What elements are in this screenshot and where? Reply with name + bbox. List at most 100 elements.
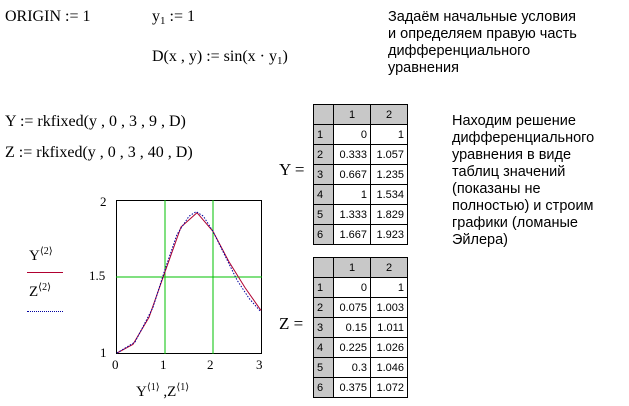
matrix-col-header: 1	[333, 104, 371, 125]
comment-line: дифференциального	[452, 130, 595, 146]
matrix-row: 5 1.333 1.829	[313, 204, 408, 225]
legend-series1-line	[27, 272, 63, 273]
matrix-cell[interactable]: 0.375	[333, 377, 371, 398]
matrix-cell[interactable]: 1.667	[333, 224, 371, 245]
matrix-cell[interactable]: 1.057	[370, 144, 408, 165]
matrix-y-label: Y =	[279, 160, 305, 179]
matrix-cell[interactable]: 1.026	[370, 337, 408, 358]
matrix-col-header: 2	[370, 257, 408, 278]
y-tick-label: 1.5	[89, 268, 106, 283]
matrix-row: 5 0.3 1.046	[313, 357, 408, 378]
matrix-col-header: 1	[333, 257, 371, 278]
matrix-row: 4 0.225 1.026	[313, 337, 408, 358]
matrix-header-row: 1 2	[313, 104, 408, 125]
d-lhs: D(x , y) := sin(x · y	[152, 48, 278, 65]
origin-definition[interactable]: ORIGIN := 1	[5, 8, 91, 25]
comment-line: и определяем правую часть	[388, 26, 577, 42]
d-subscript: 1	[277, 55, 283, 67]
matrix-cell[interactable]: 1.333	[333, 204, 371, 225]
matrix-cell[interactable]: 0.075	[333, 297, 371, 318]
matrix-cell[interactable]: 1.235	[370, 164, 408, 185]
matrix-corner	[313, 104, 334, 125]
y-tick-label: 2	[100, 194, 107, 209]
matrix-cell[interactable]: 0.15	[333, 317, 371, 338]
x-axis-label: Y⟨1⟩ ,Z⟨1⟩	[136, 382, 189, 401]
matrix-cell[interactable]: 0	[333, 124, 371, 145]
xy-plot[interactable]	[116, 200, 262, 354]
plot-grid	[116, 200, 262, 354]
matrix-cell[interactable]: 1.046	[370, 357, 408, 378]
comment-line: полностью) и строим	[452, 198, 594, 214]
matrix-col-header: 2	[370, 104, 408, 125]
matrix-row: 2 0.333 1.057	[313, 144, 408, 165]
matrix-row: 4 1 1.534	[313, 184, 408, 205]
matrix-cell[interactable]: 1	[370, 124, 408, 145]
matrix-corner	[313, 257, 334, 278]
matrix-row: 2 0.075 1.003	[313, 297, 408, 318]
d-end: )	[282, 48, 288, 65]
y1-definition[interactable]: y1 := 1	[152, 8, 195, 27]
comment-line: Эйлера)	[452, 232, 509, 248]
matrix-row-header: 5	[313, 357, 334, 378]
x-tick-label: 0	[112, 357, 119, 372]
comment-line: уравнения в виде	[452, 147, 572, 163]
x-tick-label: 2	[207, 357, 214, 372]
matrix-row: 3 0.667 1.235	[313, 164, 408, 185]
x-tick-label: 1	[160, 357, 167, 372]
matrix-cell[interactable]: 1.534	[370, 184, 408, 205]
matrix-row-header: 3	[313, 317, 334, 338]
matrix-z-label: Z =	[279, 314, 304, 333]
z-rkfixed-definition[interactable]: Z := rkfixed(y , 0 , 3 , 40 , D)	[5, 144, 193, 161]
x-axis-label-y: Y	[136, 384, 147, 400]
matrix-cell[interactable]: 1.003	[370, 297, 408, 318]
legend-series1-sup: ⟨2⟩	[39, 246, 53, 257]
x-tick-label: 3	[256, 357, 263, 372]
y1-subscript: 1	[160, 15, 166, 27]
matrix-row-header: 2	[313, 297, 334, 318]
y-rkfixed-definition[interactable]: Y := rkfixed(y , 0 , 3 , 9 , D)	[5, 113, 186, 130]
d-function-definition[interactable]: D(x , y) := sin(x · y1)	[152, 48, 288, 67]
matrix-cell[interactable]: 0	[333, 277, 371, 298]
matrix-header-row: 1 2	[313, 257, 408, 278]
matrix-row-header: 3	[313, 164, 334, 185]
series-line-z	[116, 211, 262, 354]
comment-initial-conditions[interactable]: Задаём начальные условия и определяем пр…	[388, 9, 577, 77]
matrix-row-header: 1	[313, 277, 334, 298]
matrix-row-header: 4	[313, 184, 334, 205]
matrix-row-header: 4	[313, 337, 334, 358]
matrix-cell[interactable]: 1	[370, 277, 408, 298]
x-axis-label-z-sup: ⟨1⟩	[176, 382, 190, 393]
comment-solution[interactable]: Находим решение дифференциального уравне…	[452, 113, 594, 249]
matrix-row: 6 1.667 1.923	[313, 224, 408, 245]
matrix-cell[interactable]: 0.225	[333, 337, 371, 358]
matrix-cell[interactable]: 1.923	[370, 224, 408, 245]
matrix-row-header: 5	[313, 204, 334, 225]
matrix-cell[interactable]: 0.667	[333, 164, 371, 185]
comment-line: уравнения	[388, 60, 459, 76]
legend-series2-line	[27, 311, 63, 312]
comment-line: таблиц значений	[452, 164, 566, 180]
matrix-row-header: 6	[313, 377, 334, 398]
plot-series	[116, 211, 262, 354]
y-tick-label: 1	[100, 345, 107, 360]
matrix-cell[interactable]: 1.011	[370, 317, 408, 338]
matrix-row-header: 6	[313, 224, 334, 245]
matrix-cell[interactable]: 1	[333, 184, 371, 205]
y1-lhs: y	[152, 8, 160, 25]
matrix-cell[interactable]: 0.333	[333, 144, 371, 165]
x-axis-label-sep: ,Z	[159, 384, 177, 400]
matrix-cell[interactable]: 0.3	[333, 357, 371, 378]
x-axis-label-y-sup: ⟨1⟩	[146, 382, 160, 393]
legend-series2-name: Z	[29, 284, 39, 300]
comment-line: графики (ломаные	[452, 215, 578, 231]
matrix-row: 3 0.15 1.011	[313, 317, 408, 338]
matrix-cell[interactable]: 1.829	[370, 204, 408, 225]
matrix-row: 6 0.375 1.072	[313, 377, 408, 398]
matrix-cell[interactable]: 1.072	[370, 377, 408, 398]
legend-series1: Y⟨2⟩	[29, 246, 53, 265]
comment-line: Задаём начальные условия	[388, 9, 576, 25]
